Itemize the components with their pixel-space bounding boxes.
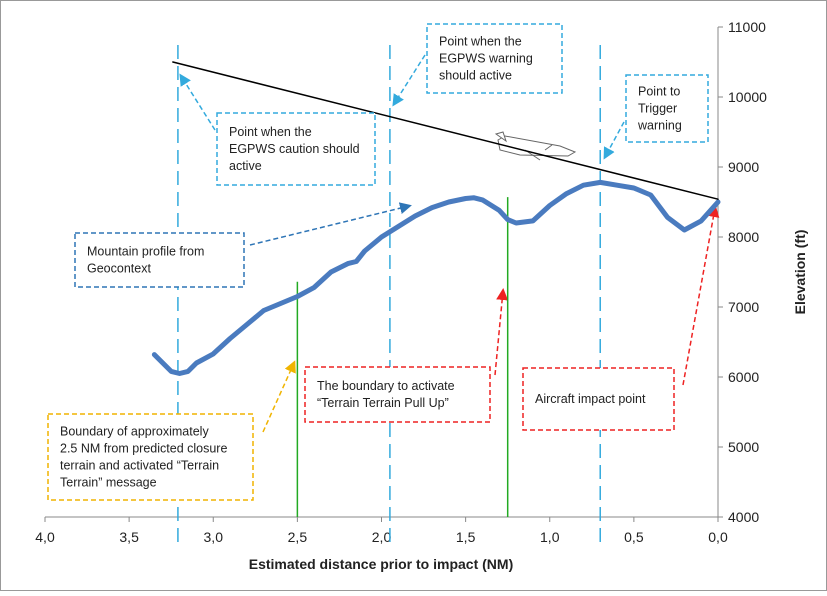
x-tick-label: 2,0 — [372, 529, 392, 545]
y-tick-label: 5000 — [728, 439, 759, 455]
chart: Estimated distance prior to impact (NM) … — [0, 0, 827, 591]
annotation-text: Terrain” message — [60, 476, 157, 490]
annotation-text: Point when the — [229, 125, 312, 139]
y-tick-label: 8000 — [728, 229, 759, 245]
x-axis-label: Estimated distance prior to impact (NM) — [249, 556, 513, 572]
annotation-text: terrain and activated “Terrain — [60, 459, 219, 473]
y-tick-label: 10000 — [728, 89, 767, 105]
annotation-text: warning — [637, 119, 682, 133]
x-tick-label: 1,5 — [456, 529, 476, 545]
annotation-text: 2.5 NM from predicted closure — [60, 442, 227, 456]
annotation-box — [305, 367, 490, 422]
annotation-text: The boundary to activate — [317, 379, 455, 393]
annotation-text: EGPWS warning — [439, 52, 533, 66]
x-tick-label: 0,0 — [708, 529, 728, 545]
y-axis-label: Elevation (ft) — [792, 230, 808, 315]
annotation-box — [75, 233, 244, 287]
annotation-text: Aircraft impact point — [535, 392, 646, 406]
annotation-text: active — [229, 159, 262, 173]
annotation-text: Mountain profile from — [87, 245, 204, 259]
x-tick-label: 3,5 — [119, 529, 139, 545]
x-tick-label: 2,5 — [288, 529, 308, 545]
annotation-text: EGPWS caution should — [229, 142, 360, 156]
annotation-text: Trigger — [638, 102, 677, 116]
x-tick-label: 4,0 — [35, 529, 55, 545]
x-tick-label: 3,0 — [204, 529, 224, 545]
x-tick-label: 1,0 — [540, 529, 560, 545]
y-tick-label: 6000 — [728, 369, 759, 385]
y-tick-label: 4000 — [728, 509, 759, 525]
annotation-text: Geocontext — [87, 262, 151, 276]
y-tick-label: 11000 — [728, 19, 766, 35]
annotation-text: Boundary of approximately — [60, 425, 209, 439]
x-tick-label: 0,5 — [624, 529, 644, 545]
y-tick-label: 7000 — [728, 299, 759, 315]
annotation-text: “Terrain Terrain Pull Up” — [317, 396, 449, 410]
annotation-text: Point when the — [439, 35, 522, 49]
annotation-text: should active — [439, 69, 512, 83]
annotation-text: Point to — [638, 85, 680, 99]
y-tick-label: 9000 — [728, 159, 759, 175]
